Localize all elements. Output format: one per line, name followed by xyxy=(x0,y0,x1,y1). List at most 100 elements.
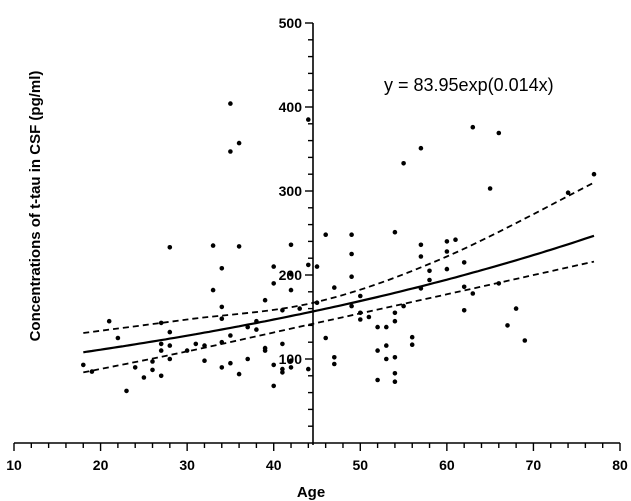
data-point xyxy=(505,323,510,328)
data-point xyxy=(132,365,138,370)
x-tick-label: 70 xyxy=(526,457,542,473)
data-point xyxy=(384,356,389,362)
data-point xyxy=(392,371,398,376)
data-point xyxy=(228,333,233,338)
data-point xyxy=(513,306,519,311)
fit-line xyxy=(83,234,595,354)
data-point xyxy=(358,310,363,316)
data-point xyxy=(332,285,337,290)
data-point xyxy=(167,245,173,250)
data-point xyxy=(314,300,320,306)
data-point xyxy=(219,339,225,345)
data-point xyxy=(366,314,372,320)
data-point xyxy=(323,232,329,237)
data-point xyxy=(461,308,467,313)
data-point xyxy=(306,262,311,268)
data-point xyxy=(271,362,277,368)
y-tick-label: 300 xyxy=(279,183,303,199)
data-point xyxy=(167,329,173,335)
data-point xyxy=(427,277,432,283)
ci-lower-line xyxy=(83,260,595,374)
data-point xyxy=(306,117,311,122)
data-point xyxy=(297,306,303,311)
data-point xyxy=(167,343,173,348)
data-point xyxy=(392,379,398,385)
data-point xyxy=(202,358,207,364)
axes xyxy=(14,23,620,445)
data-point xyxy=(375,377,380,383)
data-point xyxy=(271,383,277,389)
data-point xyxy=(158,348,164,353)
data-point xyxy=(461,284,467,290)
data-point xyxy=(158,341,164,347)
data-point xyxy=(323,335,329,341)
data-point xyxy=(141,375,147,380)
data-point xyxy=(384,324,389,330)
data-point xyxy=(262,297,268,303)
tick-labels: 10 20 30 40 50 60 70 80 100 200 300 400 500 xyxy=(6,15,628,473)
data-point xyxy=(202,343,207,348)
data-point xyxy=(349,232,354,237)
data-point xyxy=(427,268,432,274)
y-tick-label: 100 xyxy=(279,351,303,367)
y-tick-label: 500 xyxy=(279,15,303,31)
y-tick-label: 200 xyxy=(279,267,303,283)
data-point xyxy=(314,264,320,269)
data-point xyxy=(288,358,294,364)
data-point xyxy=(228,360,233,366)
data-point xyxy=(219,266,225,271)
data-point xyxy=(219,316,225,322)
data-point xyxy=(409,334,415,340)
data-point xyxy=(228,101,233,106)
data-point xyxy=(496,130,502,136)
data-point xyxy=(418,254,424,259)
data-point xyxy=(401,161,406,166)
data-point xyxy=(392,229,398,235)
data-point xyxy=(254,327,259,332)
y-axis-title: Concentrations of t-tau in CSF (pg/ml) xyxy=(27,71,44,342)
data-point xyxy=(124,388,129,394)
data-point xyxy=(150,359,155,364)
data-point xyxy=(115,335,121,341)
data-point xyxy=(158,320,164,326)
data-point xyxy=(392,355,398,360)
data-point xyxy=(184,348,190,353)
data-point xyxy=(461,260,467,265)
data-point xyxy=(158,373,164,379)
data-point xyxy=(401,303,406,309)
data-point xyxy=(262,345,268,351)
data-point xyxy=(349,303,354,309)
data-point xyxy=(375,324,380,330)
data-point xyxy=(392,310,398,316)
equation-annotation: y = 83.95exp(0.014x) xyxy=(384,75,554,95)
data-point xyxy=(245,324,250,330)
x-tick-label: 20 xyxy=(93,457,109,473)
data-point xyxy=(167,356,173,362)
data-point xyxy=(418,242,424,248)
data-point xyxy=(236,244,242,249)
data-point xyxy=(228,149,233,154)
data-point xyxy=(418,286,424,291)
data-point xyxy=(280,366,285,372)
data-point xyxy=(487,186,493,191)
data-point xyxy=(375,348,380,353)
data-point xyxy=(349,251,354,257)
data-point xyxy=(236,140,242,146)
data-point xyxy=(332,361,337,367)
data-point xyxy=(280,370,285,375)
data-point xyxy=(453,237,458,242)
data-point xyxy=(470,291,476,296)
data-point xyxy=(254,318,259,324)
x-tick-label: 30 xyxy=(179,457,195,473)
tick-marks xyxy=(13,22,621,451)
data-point xyxy=(409,342,415,348)
x-tick-label: 50 xyxy=(352,457,368,473)
data-point xyxy=(332,355,337,360)
data-point xyxy=(89,369,95,374)
data-point xyxy=(384,343,389,348)
x-tick-label: 10 xyxy=(6,457,22,473)
data-point xyxy=(444,249,450,254)
data-point xyxy=(288,365,294,370)
data-point xyxy=(565,190,571,195)
